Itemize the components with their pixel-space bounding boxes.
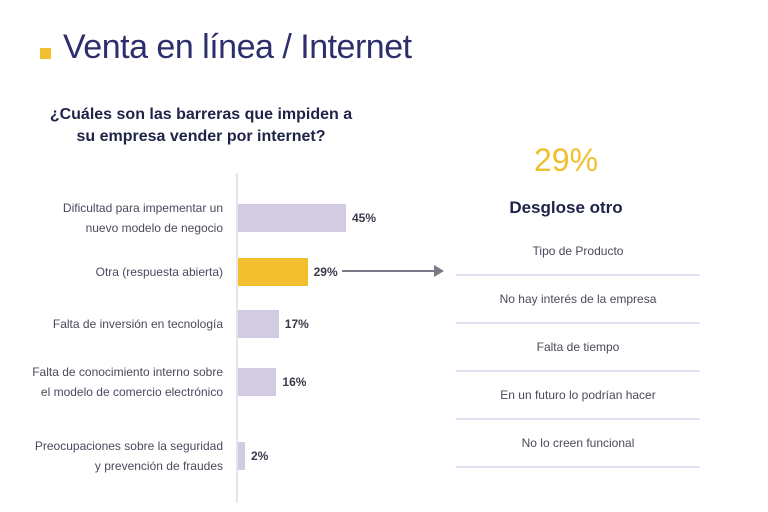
category-label-line: nuevo modelo de negocio [85, 221, 223, 235]
arrow-connector [342, 270, 438, 272]
bar [238, 258, 308, 286]
category-label: Falta de conocimiento interno sobre el mo… [23, 362, 223, 402]
category-label-line: Falta de inversión en tecnología [52, 317, 223, 331]
breakdown-item: En un futuro lo podrían hacer [500, 388, 656, 402]
page-title: Venta en línea / Internet [63, 28, 412, 66]
chart-axis-line [236, 173, 238, 503]
category-label-line: Dificultad para impementar un [62, 201, 223, 215]
breakdown-divider [456, 274, 700, 276]
bar [238, 368, 277, 396]
breakdown-percent: 29% [533, 142, 599, 178]
breakdown-divider [456, 418, 700, 420]
breakdown-item: Falta de tiempo [536, 340, 620, 354]
title-row: Venta en línea / Internet [40, 28, 412, 67]
breakdown-item: No lo creen funcional [521, 436, 635, 450]
bar [238, 310, 279, 338]
category-label: Otra (respuesta abierta) [23, 262, 223, 282]
breakdown-divider [456, 466, 700, 468]
breakdown-item: Tipo de Producto [532, 244, 624, 258]
breakdown-title: Desglose otro [509, 198, 623, 217]
bar-value-label: 2% [251, 449, 269, 463]
chart-title: ¿Cuáles son las barreras que impiden a s… [49, 106, 353, 145]
breakdown-divider [456, 322, 700, 324]
breakdown-item: No hay interés de la empresa [499, 292, 657, 306]
category-label-line: y prevención de fraudes [94, 459, 223, 473]
category-label-line: Preocupaciones sobre la seguridad [34, 439, 223, 453]
bar [238, 442, 245, 470]
breakdown-divider [456, 370, 700, 372]
arrow-right-icon [434, 265, 444, 277]
category-label-line: el modelo de comercio electrónico [40, 385, 223, 399]
category-label: Dificultad para impementar un nuevo model… [23, 198, 223, 238]
bar-value-label: 17% [284, 317, 309, 331]
bar-value-label: 45% [352, 211, 377, 225]
bar-value-label: 29% [313, 265, 338, 279]
category-label: Falta de inversión en tecnología [23, 314, 223, 334]
bar-value-label: 16% [282, 375, 307, 389]
category-label: Preocupaciones sobre la seguridad y preve… [23, 436, 223, 476]
category-label-line: Falta de conocimiento interno sobre [32, 365, 223, 379]
bar [238, 204, 346, 232]
title-bullet-square [40, 48, 51, 59]
category-label-line: Otra (respuesta abierta) [95, 265, 223, 279]
